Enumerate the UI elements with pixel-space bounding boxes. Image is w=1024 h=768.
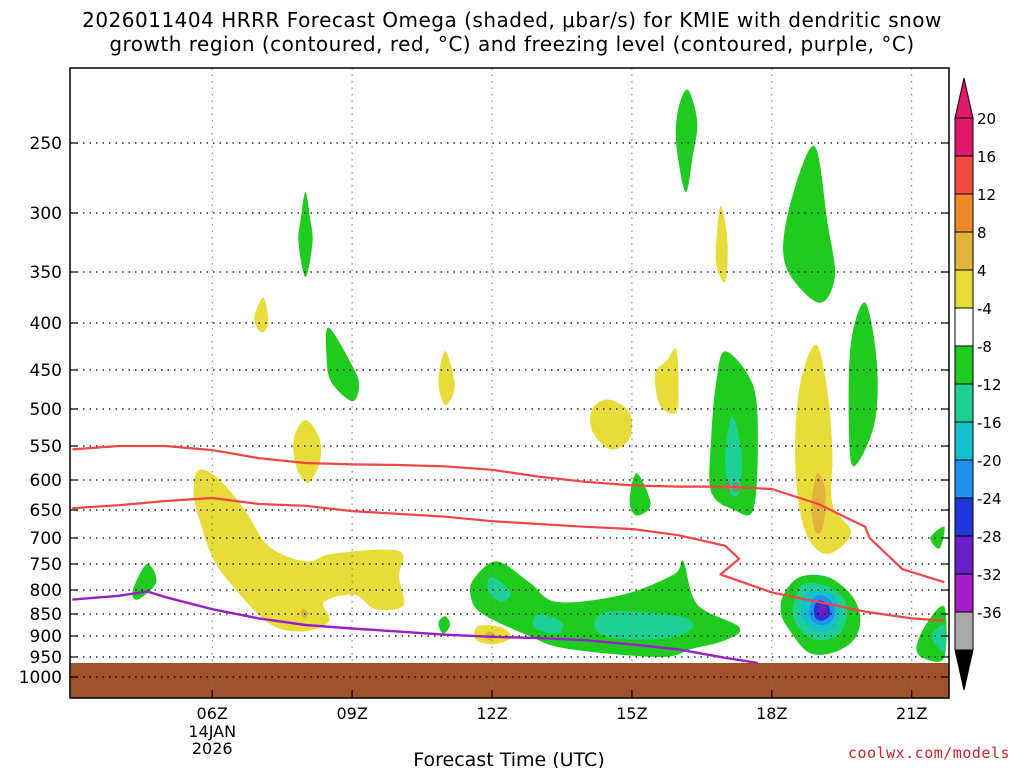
dgz-contour-label: -18 [720, 481, 740, 495]
colorbar-bin [954, 117, 974, 157]
colorbar-bin [954, 269, 974, 309]
x-tick-label: 12Z [476, 704, 507, 723]
colorbar-label: -28 [977, 528, 1002, 546]
colorbar-top-arrow [954, 77, 974, 119]
colorbar-label: 12 [977, 186, 996, 204]
colorbar-bin [954, 573, 974, 613]
omega-region [930, 526, 945, 549]
ground-layer [70, 663, 949, 698]
colorbar-bin [954, 345, 974, 385]
colorbar-label: -32 [977, 566, 1002, 584]
x-tick-label: 15Z [616, 704, 647, 723]
y-tick-label: 700 [30, 529, 62, 549]
omega-region [438, 616, 451, 634]
pressure-axis: 2503003504004505005506006507007508008509… [19, 134, 949, 688]
omega-region [932, 624, 946, 652]
omega-region [725, 416, 742, 497]
omega-region [715, 205, 728, 283]
colorbar-bin [954, 193, 974, 233]
omega-region [675, 89, 698, 193]
x-tick-label: 21Z [896, 704, 927, 723]
omega-shading [132, 89, 947, 662]
omega-region [193, 469, 405, 632]
y-tick-label: 600 [30, 471, 62, 491]
omega-region [325, 327, 360, 402]
x-tick-sublabel: 14JAN [188, 722, 236, 741]
omega-region [594, 611, 694, 640]
colorbar-bottom-arrow [954, 649, 974, 691]
omega-region [654, 348, 679, 414]
omega-region [254, 297, 269, 333]
x-tick-label: 09Z [336, 704, 367, 723]
plot-frame [69, 67, 950, 699]
omega-region [590, 399, 633, 450]
y-tick-label: 750 [30, 555, 62, 575]
colorbar-bin [954, 459, 974, 499]
omega-region [298, 192, 313, 278]
y-tick-label: 450 [30, 361, 62, 381]
dgz-contour [72, 496, 945, 622]
colorbar-label: -16 [977, 414, 1002, 432]
contour-lines: -18 [72, 444, 945, 665]
y-tick-label: 800 [30, 581, 62, 601]
colorbar-label: 4 [977, 262, 987, 280]
y-tick-label: 650 [30, 501, 62, 521]
omega-region [629, 473, 651, 516]
y-tick-label: 350 [30, 263, 62, 283]
colorbar-bin [954, 307, 974, 347]
colorbar-label: -24 [977, 490, 1002, 508]
chart-title: 2026011404 HRRR Forecast Omega (shaded, … [0, 8, 1024, 56]
colorbar-label: 8 [977, 224, 987, 242]
omega-region [783, 145, 836, 303]
omega-region [848, 302, 878, 467]
colorbar-label: -36 [977, 604, 1002, 622]
omega-region [132, 563, 157, 600]
x-tick-label: 18Z [756, 704, 787, 723]
colorbar-bin [954, 535, 974, 575]
y-tick-label: 950 [30, 648, 62, 668]
title-line-1: 2026011404 HRRR Forecast Omega (shaded, … [82, 8, 942, 32]
x-tick-sublabel: 2026 [192, 739, 233, 758]
omega-region [486, 576, 511, 603]
colorbar-label: -4 [977, 300, 992, 318]
colorbar-bin [954, 421, 974, 461]
omega-region [438, 351, 455, 406]
omega-region [293, 420, 322, 484]
x-axis-label: Forecast Time (UTC) [413, 749, 604, 768]
colorbar-label: 16 [977, 148, 996, 166]
site-credit: coolwx.com/models [847, 744, 1010, 762]
y-tick-label: 400 [30, 314, 62, 334]
colorbar-bin [954, 611, 974, 651]
y-tick-label: 1000 [19, 668, 62, 688]
colorbar-label: -12 [977, 376, 1002, 394]
grid-lines [70, 68, 949, 698]
colorbar-label: -20 [977, 452, 1002, 470]
y-tick-label: 250 [30, 134, 62, 154]
colorbar-bin [954, 497, 974, 537]
y-tick-label: 550 [30, 437, 62, 457]
colorbar-label: 20 [977, 110, 996, 128]
omega-region [532, 613, 564, 634]
colorbar-bin [954, 155, 974, 195]
y-tick-label: 900 [30, 627, 62, 647]
dgz-contour [72, 444, 945, 584]
freezing-level-contour [72, 590, 758, 665]
x-tick-label: 06Z [197, 704, 228, 723]
title-line-2: growth region (contoured, red, °C) and f… [109, 32, 915, 56]
y-tick-label: 300 [30, 204, 62, 224]
colorbar-label: -8 [977, 338, 992, 356]
colorbar-bin [954, 383, 974, 423]
y-tick-label: 500 [30, 400, 62, 420]
colorbar: 20 16 12 8 4 -4 -8 -12 -16 -20 -24 -28 -32 -36 [954, 77, 1002, 691]
y-tick-label: 850 [30, 605, 62, 625]
omega-region [300, 608, 308, 619]
colorbar-bin [954, 231, 974, 271]
ground-surface [70, 663, 949, 698]
